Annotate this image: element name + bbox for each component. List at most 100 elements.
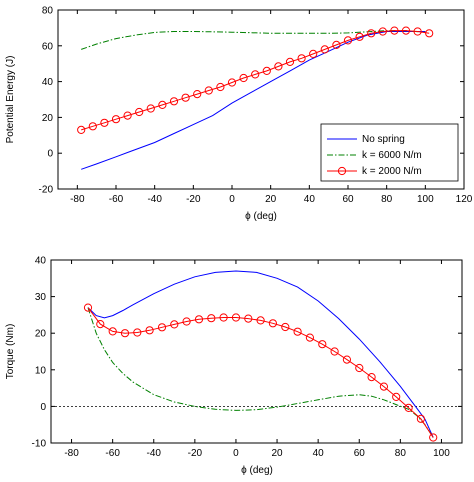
data-point-k-2000-n-m: [401, 26, 411, 35]
y-tick-label: 20: [35, 329, 47, 340]
series-line-k-6000-n-m: [87, 307, 434, 438]
x-tick-label: 60: [342, 194, 354, 205]
data-point-k-2000-n-m: [96, 320, 105, 329]
data-point-k-2000-n-m: [293, 327, 302, 336]
data-point-k-2000-n-m: [262, 66, 271, 76]
data-point-k-2000-n-m: [111, 115, 121, 124]
data-point-k-2000-n-m: [231, 313, 241, 322]
potential-energy-panel: -20 0 20 40 60 80 -80 -60 -40 -20 0 20 40 60 80 100 120…: [5, 6, 473, 223]
data-point-k-2000-n-m: [297, 54, 306, 63]
data-point-k-2000-n-m: [133, 328, 142, 337]
data-point-k-2000-n-m: [182, 317, 191, 326]
data-point-k-2000-n-m: [390, 26, 399, 35]
plot-area-frame: [50, 259, 463, 444]
data-point-k-2000-n-m: [158, 100, 167, 110]
y-tick-label: 10: [35, 365, 47, 376]
data-point-k-2000-n-m: [83, 303, 93, 312]
data-point-k-2000-n-m: [135, 107, 144, 117]
data-point-k-2000-n-m: [355, 32, 364, 41]
legend-entry-no-spring: No spring: [327, 134, 405, 145]
data-point-k-2000-n-m: [108, 327, 117, 336]
data-point-k-2000-n-m: [181, 93, 190, 102]
data-point-k-2000-n-m: [170, 320, 179, 329]
data-point-k-2000-n-m: [413, 27, 422, 36]
y-axis-label: Torque (Nm): [5, 324, 16, 380]
data-point-k-2000-n-m: [146, 104, 155, 113]
y-tick-label: 0: [47, 149, 53, 160]
y-tick-label: 40: [35, 256, 47, 267]
x-axis-label: ϕ (deg): [245, 211, 277, 222]
data-point-k-2000-n-m: [77, 125, 86, 134]
data-point-k-2000-n-m: [274, 62, 283, 71]
x-tick-label: -40: [147, 448, 162, 459]
x-tick-label: -60: [105, 448, 120, 459]
data-point-k-2000-n-m: [227, 78, 237, 87]
x-tick-group: -80 -60 -40 -20 0 20 40 60 80 100 120: [70, 10, 473, 205]
data-point-k-2000-n-m: [367, 29, 376, 38]
x-tick-label: -80: [70, 194, 85, 205]
data-point-k-2000-n-m: [219, 313, 228, 322]
y-tick-label: 40: [42, 77, 54, 88]
x-tick-label: 40: [304, 194, 316, 205]
y-tick-label: 30: [35, 292, 47, 303]
series-line-no-spring: [81, 31, 426, 170]
data-point-k-2000-n-m: [157, 323, 167, 332]
series-line-k-6000-n-m: [81, 30, 426, 50]
series-line-k-2000-n-m: [87, 307, 434, 438]
x-tick-label: 100: [417, 194, 434, 205]
y-tick-label: 80: [42, 6, 54, 17]
data-point-k-2000-n-m: [343, 36, 353, 45]
data-point-k-2000-n-m: [100, 118, 109, 127]
data-point-k-2000-n-m: [429, 433, 438, 442]
data-point-k-2000-n-m: [318, 340, 327, 349]
torque-panel: -10 0 10 20 30 40 -80 -60 -40 -20 0 20 40 60 80 100 ϕ …: [5, 256, 463, 476]
data-point-k-2000-n-m: [379, 382, 388, 391]
data-point-k-2000-n-m: [169, 97, 179, 106]
data-point-k-2000-n-m: [268, 319, 277, 328]
data-point-k-2000-n-m: [120, 329, 130, 338]
data-point-k-2000-n-m: [355, 363, 364, 373]
x-tick-label: 40: [313, 448, 325, 459]
x-tick-label: 20: [265, 194, 277, 205]
data-point-k-2000-n-m: [392, 392, 401, 401]
series-group: [77, 26, 434, 170]
legend-label-k-2000: k = 2000 N/m: [362, 166, 422, 177]
x-tick-label: -60: [109, 194, 124, 205]
data-point-k-2000-n-m: [194, 315, 204, 324]
data-point-k-2000-n-m: [330, 347, 339, 356]
y-axis-label: Potential Energy (J): [5, 56, 16, 144]
legend-marker-k-2000: [337, 166, 347, 176]
x-tick-label: -40: [147, 194, 162, 205]
data-point-k-2000-n-m: [145, 326, 154, 335]
series-line-no-spring: [87, 270, 434, 438]
series-group: [83, 270, 438, 442]
x-tick-label: 20: [271, 448, 283, 459]
x-tick-group: -80 -60 -40 -20 0 20 40 60 80 100: [64, 260, 450, 459]
y-tick-group: -20 0 20 40 60 80: [39, 6, 464, 196]
data-point-k-2000-n-m: [342, 355, 351, 364]
legend-label-k-6000: k = 6000 N/m: [362, 150, 422, 161]
data-point-k-2000-n-m: [216, 82, 225, 92]
data-point-k-2000-n-m: [425, 29, 434, 38]
y-tick-label: 0: [40, 402, 46, 413]
data-point-k-2000-n-m: [251, 70, 260, 79]
x-tick-label: 120: [456, 194, 473, 205]
data-point-k-2000-n-m: [332, 40, 341, 50]
data-point-k-2000-n-m: [416, 414, 425, 423]
data-point-k-2000-n-m: [285, 57, 295, 67]
data-point-k-2000-n-m: [378, 27, 387, 36]
data-point-k-2000-n-m: [305, 333, 314, 342]
x-tick-label: -20: [186, 194, 201, 205]
data-point-k-2000-n-m: [204, 86, 213, 95]
x-axis-label: ϕ (deg): [241, 465, 273, 476]
x-tick-label: 60: [354, 448, 366, 459]
data-point-k-2000-n-m: [193, 90, 202, 99]
legend-label-no-spring: No spring: [362, 134, 405, 145]
legend-entry-k-6000: k = 6000 N/m: [327, 150, 422, 161]
data-point-k-2000-n-m: [256, 316, 265, 325]
data-point-k-2000-n-m: [309, 49, 318, 59]
x-tick-label: -80: [64, 448, 79, 459]
data-point-k-2000-n-m: [367, 373, 376, 382]
series-line-k-2000-n-m: [81, 30, 430, 131]
